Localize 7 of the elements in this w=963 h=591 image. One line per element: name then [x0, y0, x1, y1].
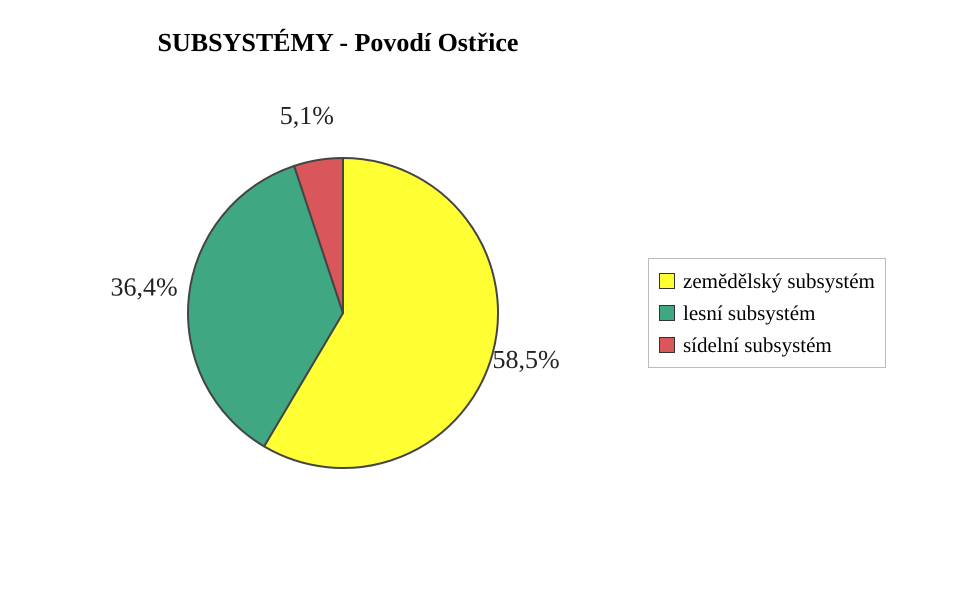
data-label: 36,4% — [110, 272, 178, 302]
legend-label: zemědělský subsystém — [683, 268, 875, 295]
legend-label: lesní subsystém — [683, 300, 816, 327]
chart-title: SUBSYSTÉMY - Povodí Ostřice — [156, 28, 520, 58]
data-label: 5,1% — [280, 101, 334, 130]
data-label: 58,5% — [492, 344, 560, 374]
legend-label: sídelní subsystém — [683, 332, 832, 359]
